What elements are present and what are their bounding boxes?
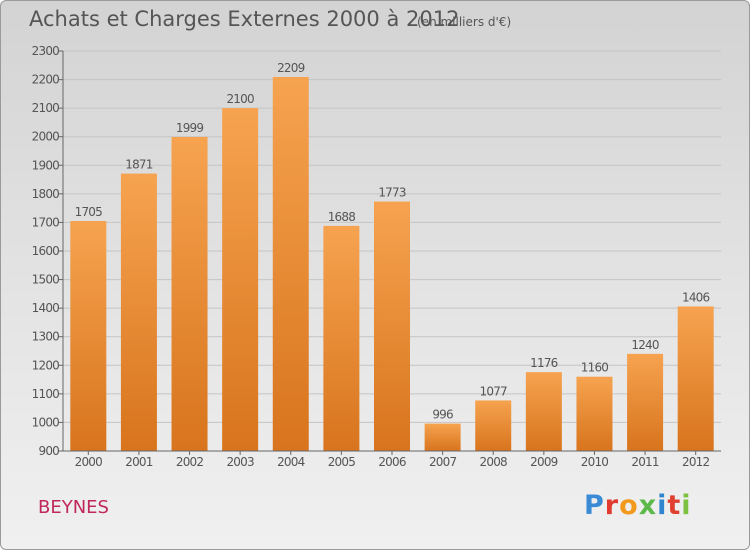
proxiti-logo: Proxiti bbox=[584, 490, 692, 521]
x-tick-label: 2005 bbox=[328, 455, 356, 469]
bar-2010 bbox=[576, 376, 613, 451]
y-tick-label: 2000 bbox=[32, 130, 60, 144]
bar-2002 bbox=[171, 137, 208, 451]
x-tick-label: 2000 bbox=[75, 455, 103, 469]
x-tick-label: 2011 bbox=[631, 455, 659, 469]
value-label: 1077 bbox=[480, 384, 508, 398]
y-tick-label: 1100 bbox=[32, 387, 60, 401]
value-label: 1999 bbox=[176, 121, 204, 135]
x-tick-label: 2006 bbox=[378, 455, 406, 469]
y-tick-label: 1200 bbox=[32, 358, 60, 372]
value-label: 996 bbox=[432, 408, 453, 422]
logo-letter: t bbox=[667, 490, 682, 521]
x-tick-label: 2010 bbox=[581, 455, 609, 469]
x-tick-label: 2012 bbox=[682, 455, 710, 469]
y-tick-labels: 900 1000 1100 1200 1300 1400 1500 1600 1700 1800 1… bbox=[32, 44, 60, 458]
bar-2011 bbox=[627, 353, 664, 451]
value-label: 1871 bbox=[125, 158, 153, 172]
value-label: 1688 bbox=[328, 210, 356, 224]
value-label: 1160 bbox=[581, 361, 609, 375]
value-label: 2209 bbox=[277, 61, 305, 75]
value-label: 1240 bbox=[631, 338, 659, 352]
logo-letter: i bbox=[657, 490, 668, 521]
x-tick-label: 2004 bbox=[277, 455, 305, 469]
y-tick-label: 2300 bbox=[32, 44, 60, 58]
bar-2004 bbox=[272, 77, 309, 451]
x-tick-label: 2007 bbox=[429, 455, 457, 469]
value-label: 2100 bbox=[226, 92, 254, 106]
value-label: 1705 bbox=[75, 205, 103, 219]
bars bbox=[70, 77, 714, 452]
bar-2005 bbox=[323, 225, 360, 451]
bar-2008 bbox=[475, 400, 512, 451]
logo-letter: o bbox=[619, 490, 639, 521]
location-label: BEYNES bbox=[38, 497, 109, 518]
y-tick-label: 1300 bbox=[32, 330, 60, 344]
x-tick-label: 2002 bbox=[176, 455, 204, 469]
y-tick-label: 2200 bbox=[32, 73, 60, 87]
chart-title: Achats et Charges Externes 2000 à 2012 bbox=[29, 7, 460, 31]
bar-2001 bbox=[120, 173, 157, 452]
y-tick-label: 1000 bbox=[32, 415, 60, 429]
axes bbox=[62, 51, 721, 455]
bar-2003 bbox=[222, 108, 259, 452]
bar-2006 bbox=[374, 201, 410, 451]
logo-letter: i bbox=[681, 490, 692, 521]
y-tick-label: 1600 bbox=[32, 244, 60, 258]
value-label: 1406 bbox=[682, 290, 710, 304]
value-labels: 1705 1871 1999 2100 2209 1688 1773 996 1077 1176 1… bbox=[75, 61, 711, 422]
bar-2007 bbox=[424, 423, 461, 451]
value-label: 1176 bbox=[530, 356, 558, 370]
y-tick-label: 900 bbox=[38, 444, 59, 458]
bar-2012 bbox=[677, 306, 714, 451]
x-tick-label: 2001 bbox=[125, 455, 153, 469]
logo-letter: r bbox=[604, 490, 620, 521]
logo-letter: P bbox=[584, 490, 605, 521]
bar-2009 bbox=[525, 372, 562, 451]
x-tick-label: 2003 bbox=[226, 455, 254, 469]
y-tick-label: 1900 bbox=[32, 158, 60, 172]
x-tick-labels: 2000 2001 2002 2003 2004 2005 2006 2007 2008 2009… bbox=[75, 455, 711, 469]
y-tick-label: 1400 bbox=[32, 301, 60, 315]
value-label: 1773 bbox=[378, 186, 406, 200]
x-tick-label: 2009 bbox=[530, 455, 558, 469]
y-tick-label: 2100 bbox=[32, 101, 60, 115]
y-tick-label: 1800 bbox=[32, 187, 60, 201]
y-tick-label: 1700 bbox=[32, 215, 60, 229]
unit-note: (en milliers d'€) bbox=[417, 15, 512, 29]
y-tick-label: 1500 bbox=[32, 273, 60, 287]
x-tick-label: 2008 bbox=[480, 455, 508, 469]
bar-2000 bbox=[70, 221, 107, 451]
logo-letter: x bbox=[638, 490, 658, 521]
